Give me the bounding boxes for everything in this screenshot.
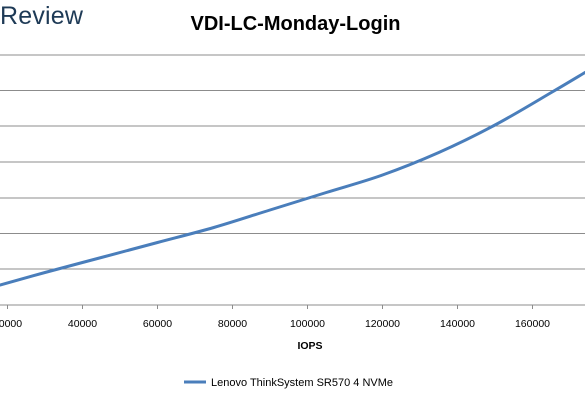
series-group [0,71,585,287]
x-tick-label: 120000 [365,318,400,330]
x-axis-label: IOPS [297,340,322,352]
legend-label: Lenovo ThinkSystem SR570 4 NVMe [211,377,393,389]
x-tick-label: 140000 [440,318,475,330]
x-tick-label: 80000 [218,318,247,330]
x-tick-label: 100000 [290,318,325,330]
series-line-0 [0,71,585,287]
x-axis-ticks: 20000 40000 60000 80000 100000 120000 140000 16… [0,305,550,330]
x-tick-label: 60000 [143,318,172,330]
x-tick-label: 20000 [0,318,22,330]
x-tick-label: 40000 [68,318,97,330]
gridlines [0,54,585,270]
chart-title: VDI-LC-Monday-Login [190,13,401,35]
brand-logo-text: Review [0,2,84,30]
x-tick-label: 160000 [515,318,550,330]
legend: Lenovo ThinkSystem SR570 4 NVMe [184,377,393,389]
